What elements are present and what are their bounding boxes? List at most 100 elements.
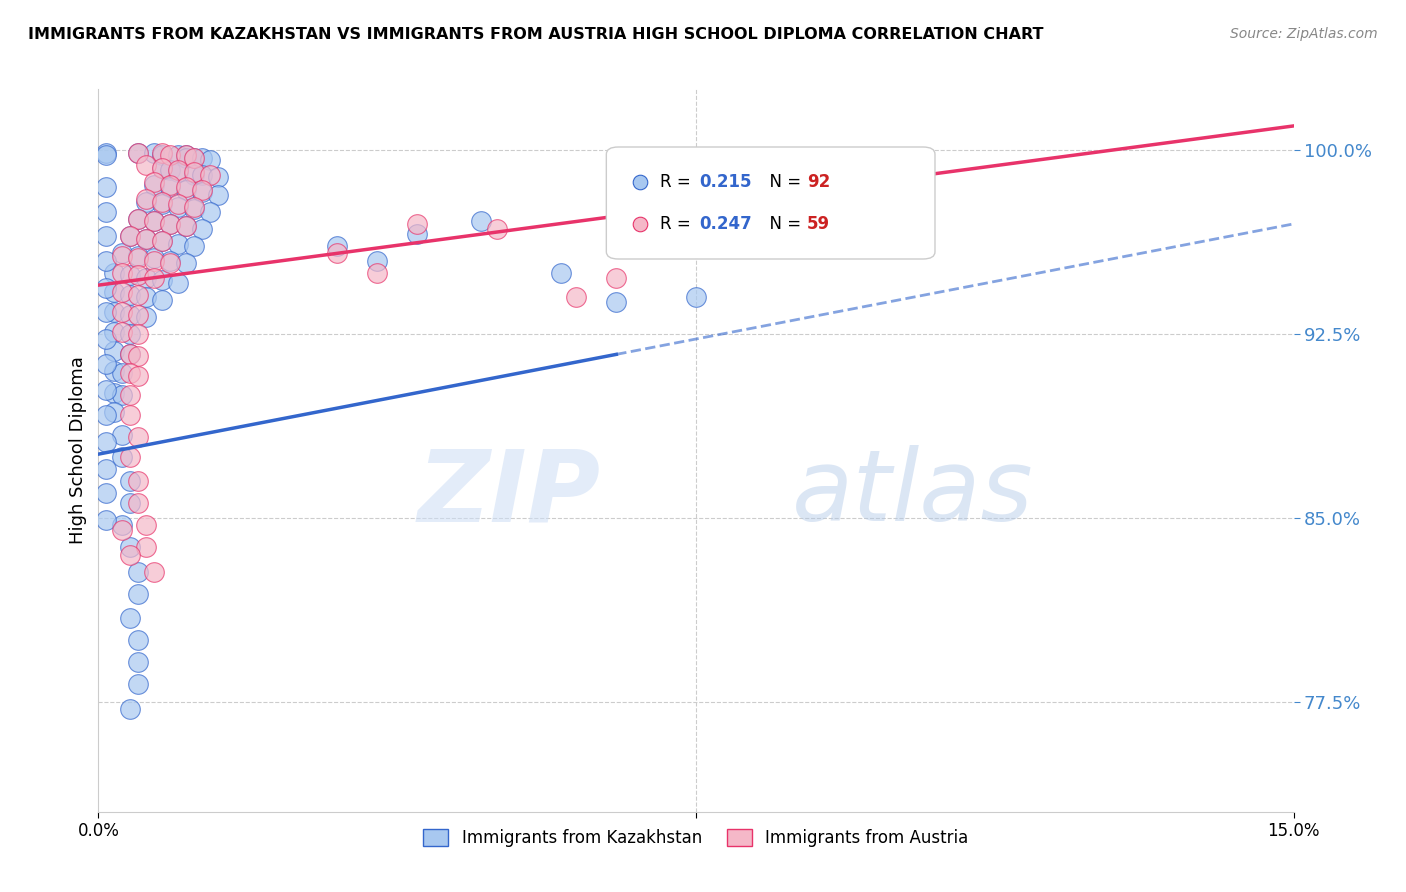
Point: [150, 194, 173, 209]
Point: [103, 344, 125, 359]
Point: [143, 253, 166, 268]
Point: [135, 194, 157, 209]
Point: [103, 385, 125, 400]
Point: [120, 327, 142, 342]
Point: [167, 276, 190, 290]
Point: [127, 212, 149, 227]
Point: [150, 197, 173, 211]
Point: [120, 611, 142, 625]
Text: ZIP: ZIP: [418, 445, 600, 542]
Point: [127, 349, 149, 363]
Point: [167, 165, 190, 179]
Point: [159, 148, 181, 162]
Point: [167, 200, 190, 214]
Point: [120, 474, 142, 488]
Text: Source: ZipAtlas.com: Source: ZipAtlas.com: [1230, 27, 1378, 41]
Point: [565, 290, 588, 304]
Point: [127, 249, 149, 263]
Point: [183, 165, 205, 179]
Point: [143, 214, 166, 228]
Point: [127, 251, 149, 265]
Point: [406, 227, 429, 241]
Point: [143, 270, 166, 285]
Point: [167, 163, 190, 178]
Point: [605, 270, 627, 285]
Point: [111, 367, 134, 381]
Point: [111, 285, 134, 300]
Point: [96, 513, 118, 527]
Point: [198, 204, 221, 219]
Point: [111, 388, 134, 402]
Point: [150, 273, 173, 287]
Point: [103, 405, 125, 419]
Text: R =: R =: [661, 216, 696, 234]
Point: [127, 496, 149, 510]
Point: [183, 168, 205, 182]
Point: [183, 151, 205, 165]
Point: [183, 151, 205, 165]
Point: [127, 633, 149, 648]
Point: [406, 217, 429, 231]
Text: 92: 92: [807, 172, 831, 191]
Point: [127, 677, 149, 691]
Point: [96, 462, 118, 476]
Point: [135, 270, 157, 285]
Point: [120, 347, 142, 361]
Point: [96, 486, 118, 500]
Point: [135, 540, 157, 554]
Point: [120, 408, 142, 422]
Point: [159, 178, 181, 192]
Point: [103, 266, 125, 280]
Point: [804, 217, 827, 231]
Point: [111, 450, 134, 464]
Point: [96, 145, 118, 160]
Point: [143, 178, 166, 192]
Point: [96, 305, 118, 319]
Point: [159, 253, 181, 268]
Point: [150, 145, 173, 160]
Text: 0.215: 0.215: [700, 172, 752, 191]
Point: [150, 161, 173, 175]
Point: [685, 290, 707, 304]
Point: [191, 151, 214, 165]
Point: [120, 540, 142, 554]
Point: [174, 180, 197, 194]
Point: [485, 222, 508, 236]
Point: [127, 308, 149, 322]
Point: [96, 384, 118, 398]
Point: [150, 234, 173, 248]
Point: [366, 253, 388, 268]
Point: [191, 183, 214, 197]
Point: [143, 565, 166, 579]
Point: [207, 187, 229, 202]
Point: [183, 200, 205, 214]
Point: [111, 249, 134, 263]
Point: [159, 217, 181, 231]
Point: [111, 266, 134, 280]
Point: [159, 180, 181, 194]
Point: [183, 239, 205, 253]
Point: [96, 357, 118, 371]
Point: [167, 236, 190, 251]
Point: [605, 295, 627, 310]
Point: [135, 231, 157, 245]
Text: 0.247: 0.247: [700, 216, 752, 234]
Point: [103, 325, 125, 339]
Point: [191, 222, 214, 236]
Point: [174, 148, 197, 162]
Point: [120, 308, 142, 322]
Point: [127, 288, 149, 302]
Point: [470, 214, 492, 228]
Point: [135, 158, 157, 172]
Legend: Immigrants from Kazakhstan, Immigrants from Austria: Immigrants from Kazakhstan, Immigrants f…: [416, 822, 976, 854]
Text: atlas: atlas: [792, 445, 1033, 542]
Point: [167, 148, 190, 162]
Text: IMMIGRANTS FROM KAZAKHSTAN VS IMMIGRANTS FROM AUSTRIA HIGH SCHOOL DIPLOMA CORREL: IMMIGRANTS FROM KAZAKHSTAN VS IMMIGRANTS…: [28, 27, 1043, 42]
Point: [135, 518, 157, 533]
Point: [127, 145, 149, 160]
Point: [183, 202, 205, 217]
Point: [127, 268, 149, 283]
Point: [103, 364, 125, 378]
Point: [96, 280, 118, 294]
Point: [120, 702, 142, 716]
